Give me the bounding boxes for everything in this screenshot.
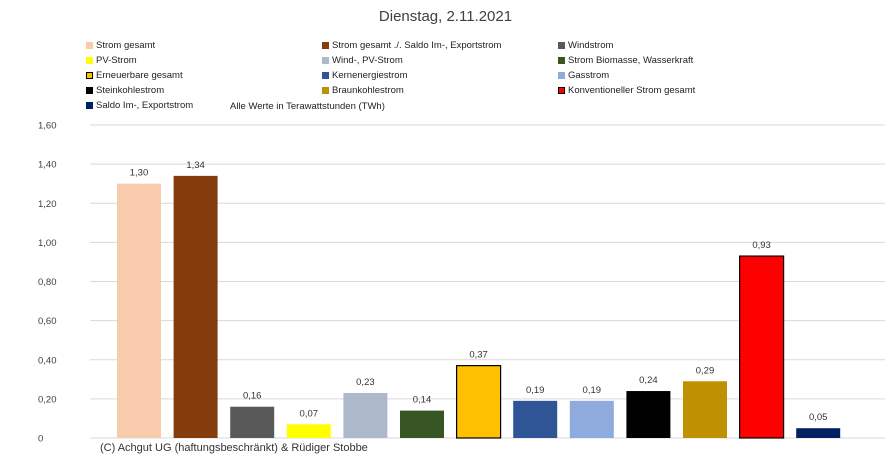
units-note: Alle Werte in Terawattstunden (TWh) [230, 101, 385, 112]
y-tick-label: 0 [38, 434, 43, 445]
data-label: 0,07 [300, 408, 319, 419]
bar [796, 428, 841, 438]
legend-swatch [322, 57, 329, 64]
legend-label: Gasstrom [568, 70, 610, 81]
legend-swatch [86, 72, 93, 79]
data-label: 0,16 [243, 391, 262, 402]
legend-item: PV-Strom [86, 55, 137, 66]
legend-swatch [86, 87, 93, 94]
legend-item: Kernenergiestrom [322, 70, 408, 81]
legend-swatch [322, 42, 329, 49]
chart-title: Dienstag, 2.11.2021 [378, 8, 513, 25]
y-tick-label: 1,60 [38, 121, 57, 132]
legend-swatch [86, 42, 93, 49]
legend-label: Saldo Im-, Exportstrom [96, 100, 194, 111]
copyright-credit: (C) Achgut UG (haftungsbeschränkt) & Rüd… [100, 442, 368, 454]
legend-label: PV-Strom [96, 55, 137, 66]
legend-item: Strom gesamt ./. Saldo Im-, Exportstrom [322, 40, 501, 51]
legend-item: Erneuerbare gesamt [86, 70, 183, 81]
legend-swatch [558, 87, 565, 94]
bar [626, 391, 671, 438]
legend-swatch [558, 57, 565, 64]
legend-item: Wind-, PV-Strom [322, 55, 403, 66]
data-label: 0,14 [413, 395, 432, 406]
data-label: 1,30 [130, 168, 149, 179]
y-tick-label: 0,20 [38, 394, 57, 405]
data-label: 0,29 [696, 365, 715, 376]
legend-item: Braunkohlestrom [322, 85, 404, 96]
legend-item: Windstrom [558, 40, 613, 51]
legend-item: Strom Biomasse, Wasserkraft [558, 55, 693, 66]
legend-label: Braunkohlestrom [332, 85, 404, 96]
data-label: 0,23 [356, 377, 375, 388]
data-label: 1,34 [186, 160, 205, 171]
y-tick-label: 1,20 [38, 199, 57, 210]
legend-swatch [322, 72, 329, 79]
data-label: 0,19 [526, 385, 545, 396]
y-tick-label: 1,00 [38, 238, 57, 249]
y-tick-label: 0,60 [38, 316, 57, 327]
bar [513, 400, 558, 438]
data-label: 0,24 [639, 375, 658, 386]
legend-swatch [86, 102, 93, 109]
y-tick-label: 0,80 [38, 277, 57, 288]
data-label: 0,93 [752, 240, 771, 251]
legend-item: Gasstrom [558, 70, 609, 81]
y-tick-label: 0,40 [38, 355, 57, 366]
bar [738, 255, 785, 439]
legend-item: Konventioneller Strom gesamt [558, 85, 695, 96]
legend-item: Steinkohlestrom [86, 85, 164, 96]
bar [683, 381, 727, 438]
legend-label: Erneuerbare gesamt [96, 70, 183, 81]
legend-swatch [558, 72, 565, 79]
bar [286, 424, 331, 438]
bar [343, 393, 388, 438]
legend-label: Strom gesamt [96, 40, 156, 51]
legend-label: Steinkohlestrom [96, 85, 165, 96]
data-label: 0,37 [469, 350, 488, 361]
legend-label: Strom Biomasse, Wasserkraft [568, 55, 694, 66]
bar [173, 175, 218, 439]
data-label: 0,05 [809, 412, 828, 423]
bar [117, 183, 161, 438]
legend-label: Kernenergiestrom [332, 70, 408, 81]
y-tick-label: 1,40 [38, 160, 57, 171]
bar [569, 400, 614, 438]
legend-swatch [86, 57, 93, 64]
legend-swatch [322, 87, 329, 94]
bar [230, 406, 275, 438]
bar [456, 365, 502, 439]
bar [400, 410, 444, 438]
legend-item: Strom gesamt [86, 40, 155, 51]
legend-item: Saldo Im-, Exportstrom [86, 100, 193, 111]
legend-label: Wind-, PV-Strom [332, 55, 403, 66]
legend-label: Strom gesamt ./. Saldo Im-, Exportstrom [332, 40, 502, 51]
legend-label: Windstrom [568, 40, 614, 51]
legend-label: Konventioneller Strom gesamt [568, 85, 696, 96]
data-label: 0,19 [583, 385, 602, 396]
legend-swatch [558, 42, 565, 49]
